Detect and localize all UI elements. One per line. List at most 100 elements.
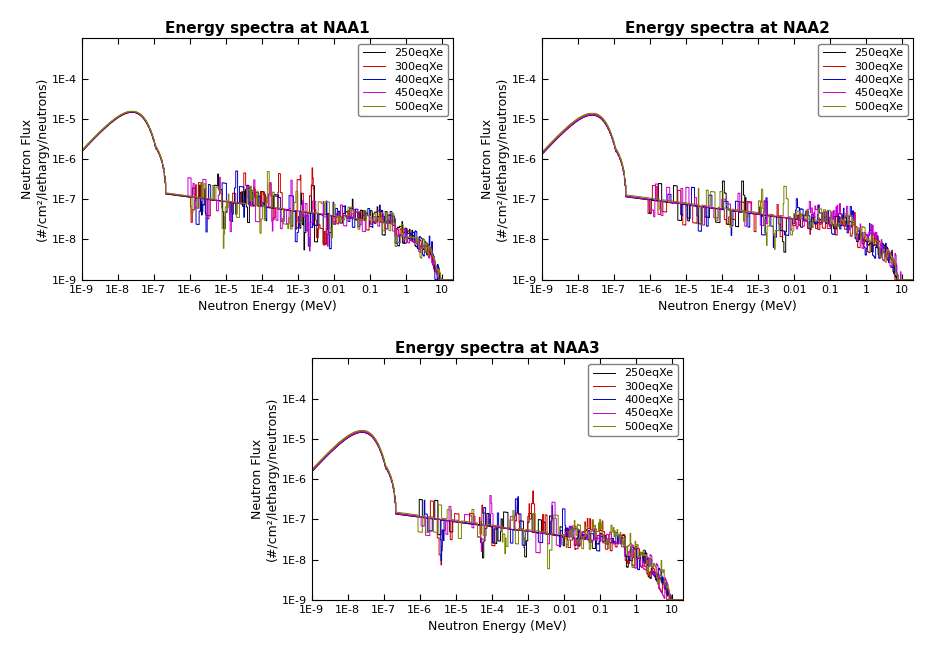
300eqXe bbox=[632, 194, 644, 202]
400eqXe bbox=[245, 201, 256, 209]
250eqXe bbox=[172, 192, 183, 199]
400eqXe bbox=[587, 530, 598, 538]
250eqXe bbox=[432, 276, 444, 284]
250eqXe bbox=[664, 596, 675, 604]
250eqXe bbox=[356, 428, 367, 436]
Line: 400eqXe: 400eqXe bbox=[542, 114, 913, 280]
450eqXe bbox=[632, 194, 644, 201]
400eqXe bbox=[142, 121, 153, 129]
450eqXe bbox=[245, 201, 256, 209]
400eqXe bbox=[357, 216, 368, 224]
Line: 250eqXe: 250eqXe bbox=[312, 432, 683, 600]
500eqXe bbox=[357, 216, 368, 224]
400eqXe bbox=[295, 207, 306, 215]
250eqXe bbox=[403, 511, 414, 519]
Line: 500eqXe: 500eqXe bbox=[81, 111, 453, 280]
Legend: 250eqXe, 300eqXe, 400eqXe, 450eqXe, 500eqXe: 250eqXe, 300eqXe, 400eqXe, 450eqXe, 500e… bbox=[818, 44, 908, 116]
Line: 300eqXe: 300eqXe bbox=[542, 115, 913, 280]
300eqXe bbox=[602, 124, 614, 132]
500eqXe bbox=[536, 148, 547, 156]
400eqXe bbox=[705, 191, 716, 199]
X-axis label: Neutron Energy (MeV): Neutron Energy (MeV) bbox=[428, 620, 567, 633]
Line: 400eqXe: 400eqXe bbox=[312, 432, 683, 600]
400eqXe bbox=[431, 276, 442, 284]
Y-axis label: Neutron Flux
(#/cm²/lethargy/neutrons): Neutron Flux (#/cm²/lethargy/neutrons) bbox=[481, 77, 509, 241]
300eqXe bbox=[295, 190, 306, 198]
Title: Energy spectra at NAA3: Energy spectra at NAA3 bbox=[395, 341, 600, 356]
500eqXe bbox=[677, 596, 688, 604]
450eqXe bbox=[587, 538, 598, 546]
450eqXe bbox=[908, 276, 919, 284]
300eqXe bbox=[816, 219, 828, 227]
300eqXe bbox=[474, 530, 486, 538]
400eqXe bbox=[602, 124, 614, 131]
250eqXe bbox=[245, 186, 256, 194]
250eqXe bbox=[373, 441, 384, 449]
250eqXe bbox=[306, 468, 318, 475]
250eqXe bbox=[785, 215, 796, 223]
300eqXe bbox=[705, 204, 716, 212]
Title: Energy spectra at NAA2: Energy spectra at NAA2 bbox=[625, 21, 829, 36]
Line: 300eqXe: 300eqXe bbox=[312, 432, 683, 600]
450eqXe bbox=[526, 528, 537, 536]
450eqXe bbox=[434, 276, 446, 284]
250eqXe bbox=[891, 276, 902, 284]
400eqXe bbox=[447, 276, 459, 284]
250eqXe bbox=[816, 219, 828, 227]
Legend: 250eqXe, 300eqXe, 400eqXe, 450eqXe, 500eqXe: 250eqXe, 300eqXe, 400eqXe, 450eqXe, 500e… bbox=[588, 364, 677, 436]
250eqXe bbox=[756, 212, 767, 220]
450eqXe bbox=[295, 219, 306, 227]
250eqXe bbox=[536, 150, 547, 158]
300eqXe bbox=[76, 148, 87, 156]
500eqXe bbox=[705, 202, 716, 210]
300eqXe bbox=[526, 515, 537, 523]
400eqXe bbox=[76, 147, 87, 155]
250eqXe bbox=[295, 190, 306, 198]
450eqXe bbox=[555, 540, 566, 548]
300eqXe bbox=[661, 596, 672, 604]
250eqXe bbox=[126, 109, 137, 116]
450eqXe bbox=[325, 211, 336, 219]
450eqXe bbox=[666, 596, 677, 604]
250eqXe bbox=[357, 207, 368, 215]
X-axis label: Neutron Energy (MeV): Neutron Energy (MeV) bbox=[198, 300, 337, 313]
500eqXe bbox=[295, 218, 306, 226]
450eqXe bbox=[172, 191, 183, 199]
450eqXe bbox=[474, 533, 486, 541]
450eqXe bbox=[816, 219, 828, 227]
300eqXe bbox=[142, 121, 153, 129]
300eqXe bbox=[555, 532, 566, 540]
450eqXe bbox=[356, 428, 367, 436]
500eqXe bbox=[602, 122, 614, 130]
400eqXe bbox=[587, 111, 598, 118]
300eqXe bbox=[756, 211, 767, 218]
250eqXe bbox=[908, 276, 919, 284]
Line: 500eqXe: 500eqXe bbox=[542, 113, 913, 280]
500eqXe bbox=[587, 527, 598, 535]
450eqXe bbox=[76, 147, 87, 155]
500eqXe bbox=[587, 109, 598, 117]
250eqXe bbox=[142, 122, 153, 129]
450eqXe bbox=[756, 222, 767, 230]
450eqXe bbox=[705, 203, 716, 211]
250eqXe bbox=[76, 148, 87, 156]
300eqXe bbox=[434, 276, 446, 284]
250eqXe bbox=[447, 276, 459, 284]
400eqXe bbox=[536, 150, 547, 158]
Y-axis label: Neutron Flux
(#/cm²/lethargy/neutrons): Neutron Flux (#/cm²/lethargy/neutrons) bbox=[21, 77, 49, 241]
500eqXe bbox=[373, 439, 384, 447]
450eqXe bbox=[602, 124, 614, 131]
400eqXe bbox=[555, 543, 566, 551]
500eqXe bbox=[447, 276, 459, 284]
300eqXe bbox=[126, 108, 137, 116]
250eqXe bbox=[526, 509, 537, 517]
Line: 250eqXe: 250eqXe bbox=[81, 112, 453, 280]
400eqXe bbox=[126, 108, 137, 116]
500eqXe bbox=[126, 107, 137, 115]
400eqXe bbox=[632, 194, 644, 202]
500eqXe bbox=[306, 466, 318, 473]
450eqXe bbox=[536, 150, 547, 158]
500eqXe bbox=[526, 526, 537, 534]
300eqXe bbox=[306, 468, 318, 475]
500eqXe bbox=[325, 224, 336, 232]
